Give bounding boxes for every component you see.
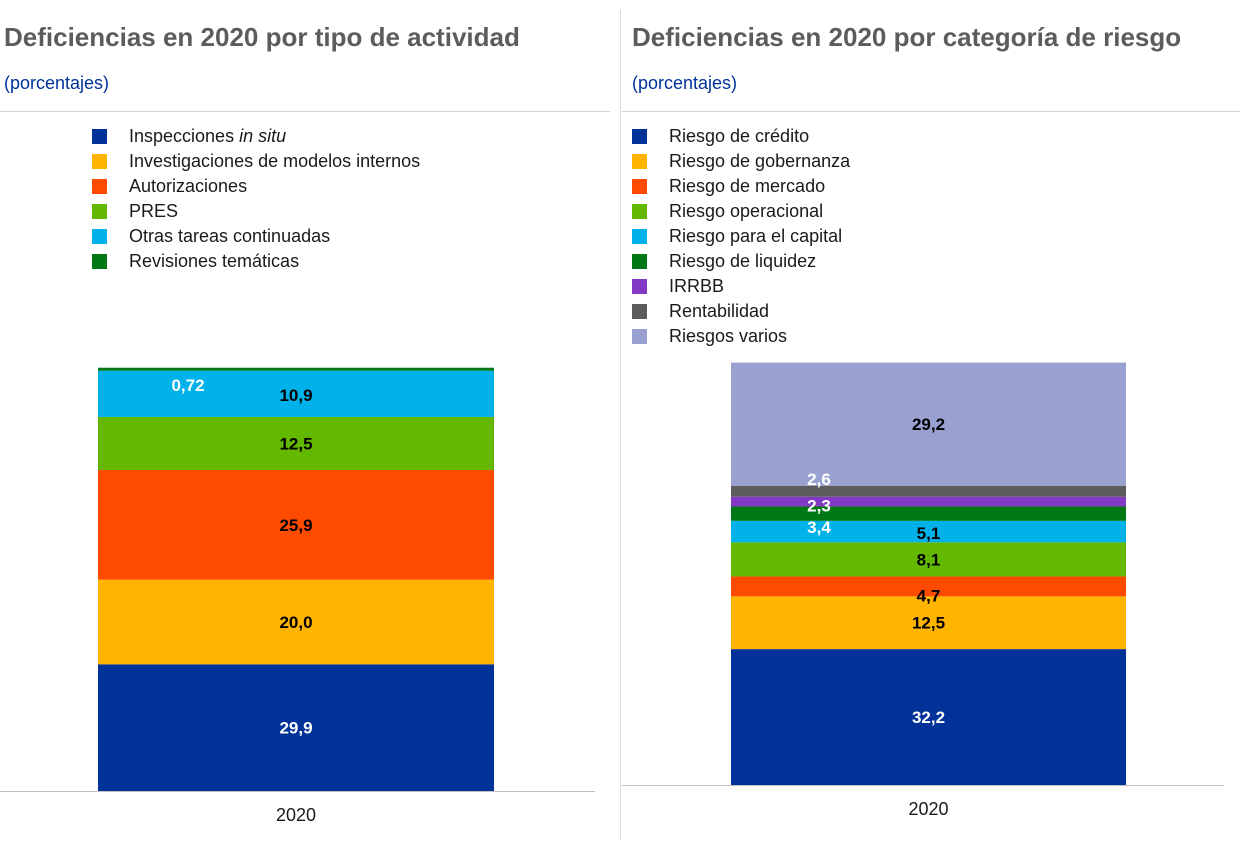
legend-item-riesgo-operacional: Riesgo operacional bbox=[632, 199, 850, 224]
header-rule bbox=[622, 111, 1240, 112]
legend-item-pres: PRES bbox=[92, 199, 420, 224]
data-label-pres: 12,5 bbox=[279, 434, 312, 453]
bar-segment-autorizaciones bbox=[98, 469, 494, 580]
legend-swatch bbox=[632, 204, 647, 219]
legend-swatch bbox=[632, 179, 647, 194]
legend-item-riesgo-de-gobernanza: Riesgo de gobernanza bbox=[632, 149, 850, 174]
legend-swatch bbox=[632, 329, 647, 344]
bar-segment-rentabilidad bbox=[731, 485, 1126, 497]
chart-title: Deficiencias en 2020 por tipo de activid… bbox=[4, 22, 520, 52]
bar-segment-inspecciones-in-situ bbox=[98, 664, 494, 791]
chart-subtitle: (porcentajes) bbox=[632, 73, 738, 93]
data-label-rentabilidad: 2,6 bbox=[807, 470, 831, 489]
bar-segment-otras-tareas-continuadas bbox=[98, 370, 494, 417]
chart-panel-activity: Deficiencias en 2020 por tipo de activid… bbox=[0, 0, 610, 846]
legend-item-otras-tareas-continuadas: Otras tareas continuadas bbox=[92, 224, 420, 249]
chart-subtitle: (porcentajes) bbox=[4, 73, 110, 93]
bar-segment-riesgo-de-gobernanza bbox=[731, 596, 1126, 650]
legend-label: Investigaciones de modelos internos bbox=[129, 151, 421, 171]
data-label-riesgo-operacional: 8,1 bbox=[917, 550, 941, 569]
legend-label: Riesgo para el capital bbox=[669, 226, 843, 246]
legend-label: Rentabilidad bbox=[669, 301, 770, 321]
stacked-bar-chart: 32,2 12,5 4,7 8,1 5,1 3,4 2,3 2,6 29,2 2020 bbox=[622, 362, 1224, 819]
legend-swatch bbox=[632, 154, 647, 169]
legend-item-riesgo-para-el-capital: Riesgo para el capital bbox=[632, 224, 850, 249]
legend-swatch bbox=[92, 129, 107, 144]
legend-item-autorizaciones: Autorizaciones bbox=[92, 174, 420, 199]
legend-swatch bbox=[92, 154, 107, 169]
data-label-investigaciones-de-modelos-internos: 20,0 bbox=[279, 613, 312, 632]
legend-item-riesgos-varios: Riesgos varios bbox=[632, 324, 850, 349]
legend-label: Autorizaciones bbox=[129, 176, 248, 196]
legend-swatch bbox=[92, 204, 107, 219]
legend-item-riesgo-de-liquidez: Riesgo de liquidez bbox=[632, 249, 850, 274]
bar-segment-irrbb bbox=[731, 496, 1126, 507]
bar-segment-riesgo-de-credito bbox=[731, 649, 1126, 785]
stacked-bar-chart: 29,9 20,0 25,9 12,5 10,9 0,72 2020 bbox=[0, 367, 595, 825]
legend-swatch bbox=[632, 254, 647, 269]
bar-segment-riesgo-de-mercado bbox=[731, 576, 1126, 597]
legend-label: Riesgos varios bbox=[669, 326, 788, 346]
legend-label: Riesgo de gobernanza bbox=[669, 151, 851, 171]
data-label-irrbb: 2,3 bbox=[807, 496, 831, 515]
chart-legend: Riesgo de crédito Riesgo de gobernanza Rie… bbox=[632, 124, 850, 349]
chart-panel-risk: Deficiencias en 2020 por categoría de ri… bbox=[622, 0, 1240, 846]
header-rule bbox=[0, 111, 610, 112]
x-tick-label: 2020 bbox=[908, 799, 948, 819]
data-label-autorizaciones: 25,9 bbox=[279, 516, 312, 535]
x-tick-label: 2020 bbox=[276, 805, 316, 825]
data-label-revisiones-tematicas: 0,72 bbox=[171, 376, 204, 395]
data-label-otras-tareas-continuadas: 10,9 bbox=[279, 386, 312, 405]
legend-swatch bbox=[92, 254, 107, 269]
legend-label: Inspecciones in situ bbox=[129, 126, 287, 146]
legend-swatch bbox=[632, 229, 647, 244]
legend-label: Riesgo de mercado bbox=[669, 176, 826, 196]
legend-swatch bbox=[92, 229, 107, 244]
legend-item-riesgo-de-mercado: Riesgo de mercado bbox=[632, 174, 850, 199]
bar-segment-pres bbox=[98, 416, 494, 470]
data-label-riesgo-para-el-capital: 5,1 bbox=[917, 524, 941, 543]
bar-segment-riesgos-varios bbox=[731, 362, 1126, 486]
legend-item-inspecciones-in-situ: Inspecciones in situ bbox=[92, 124, 420, 149]
bar-segment-revisiones-tematicas bbox=[98, 367, 494, 371]
bar-segment-riesgo-para-el-capital bbox=[731, 520, 1126, 543]
legend-item-rentabilidad: Rentabilidad bbox=[632, 299, 850, 324]
legend-item-riesgo-de-credito: Riesgo de crédito bbox=[632, 124, 850, 149]
bar-segment-riesgo-de-liquidez bbox=[731, 506, 1126, 521]
data-label-riesgos-varios: 29,2 bbox=[912, 415, 945, 434]
panel-divider bbox=[620, 10, 621, 840]
bar-segment-investigaciones-de-modelos-internos bbox=[98, 579, 494, 665]
legend-label: Riesgo operacional bbox=[669, 201, 824, 221]
legend-swatch bbox=[92, 179, 107, 194]
data-label-riesgo-de-mercado: 4,7 bbox=[917, 586, 941, 605]
data-label-riesgo-de-gobernanza: 12,5 bbox=[912, 614, 945, 633]
legend-item-investigaciones-de-modelos-internos: Investigaciones de modelos internos bbox=[92, 149, 420, 174]
legend-label: IRRBB bbox=[669, 276, 725, 296]
legend-label: PRES bbox=[129, 201, 179, 221]
legend-label: Riesgo de liquidez bbox=[669, 251, 817, 271]
chart-legend: Inspecciones in situ Investigaciones de m… bbox=[92, 124, 420, 274]
legend-label: Riesgo de crédito bbox=[669, 126, 810, 146]
legend-label: Otras tareas continuadas bbox=[129, 226, 331, 246]
data-label-riesgo-de-credito: 32,2 bbox=[912, 708, 945, 727]
legend-swatch bbox=[632, 304, 647, 319]
bar-segment-riesgo-operacional bbox=[731, 542, 1126, 577]
legend-swatch bbox=[632, 129, 647, 144]
data-label-inspecciones-in-situ: 29,9 bbox=[279, 719, 312, 738]
legend-item-revisiones-tematicas: Revisiones temáticas bbox=[92, 249, 420, 274]
legend-swatch bbox=[632, 279, 647, 294]
chart-title: Deficiencias en 2020 por categoría de ri… bbox=[632, 22, 1182, 52]
data-label-riesgo-de-liquidez: 3,4 bbox=[807, 518, 831, 537]
legend-label: Revisiones temáticas bbox=[129, 251, 300, 271]
legend-item-irrbb: IRRBB bbox=[632, 274, 850, 299]
